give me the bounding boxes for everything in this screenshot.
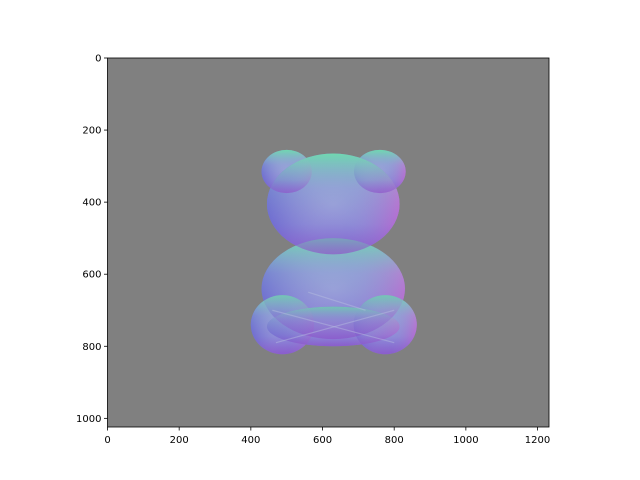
y-tick-label: 600 — [82, 270, 101, 281]
y-tick-label: 400 — [82, 198, 101, 209]
x-axis: 0 200 400 600 800 1000 1200 — [104, 427, 550, 446]
y-tick-label: 200 — [82, 126, 101, 137]
x-tick-label: 200 — [170, 435, 189, 446]
x-tick-label: 600 — [313, 435, 332, 446]
x-tick-label: 400 — [241, 435, 260, 446]
axes: 0 200 400 600 800 1000 1200 0 200 400 600 800 1000 — [76, 54, 550, 447]
y-axis: 0 200 400 600 800 1000 — [76, 54, 108, 425]
x-tick-label: 0 — [104, 435, 110, 446]
axes-frame — [107, 57, 550, 428]
x-tick-label: 1200 — [525, 435, 550, 446]
bear-fold-line — [275, 309, 395, 344]
y-tick-label: 800 — [82, 342, 101, 353]
bear-head-shade-3 — [266, 153, 400, 255]
x-tick-label: 800 — [385, 435, 404, 446]
bear-lower-body-shade-3 — [266, 306, 400, 347]
x-tick-label: 1000 — [453, 435, 478, 446]
y-tick-label: 1000 — [76, 414, 101, 425]
y-tick-label: 0 — [95, 54, 101, 65]
bear-fold-line — [308, 291, 366, 311]
bear-fold-line — [272, 309, 395, 344]
teddy-bear-normal-map — [250, 149, 417, 355]
